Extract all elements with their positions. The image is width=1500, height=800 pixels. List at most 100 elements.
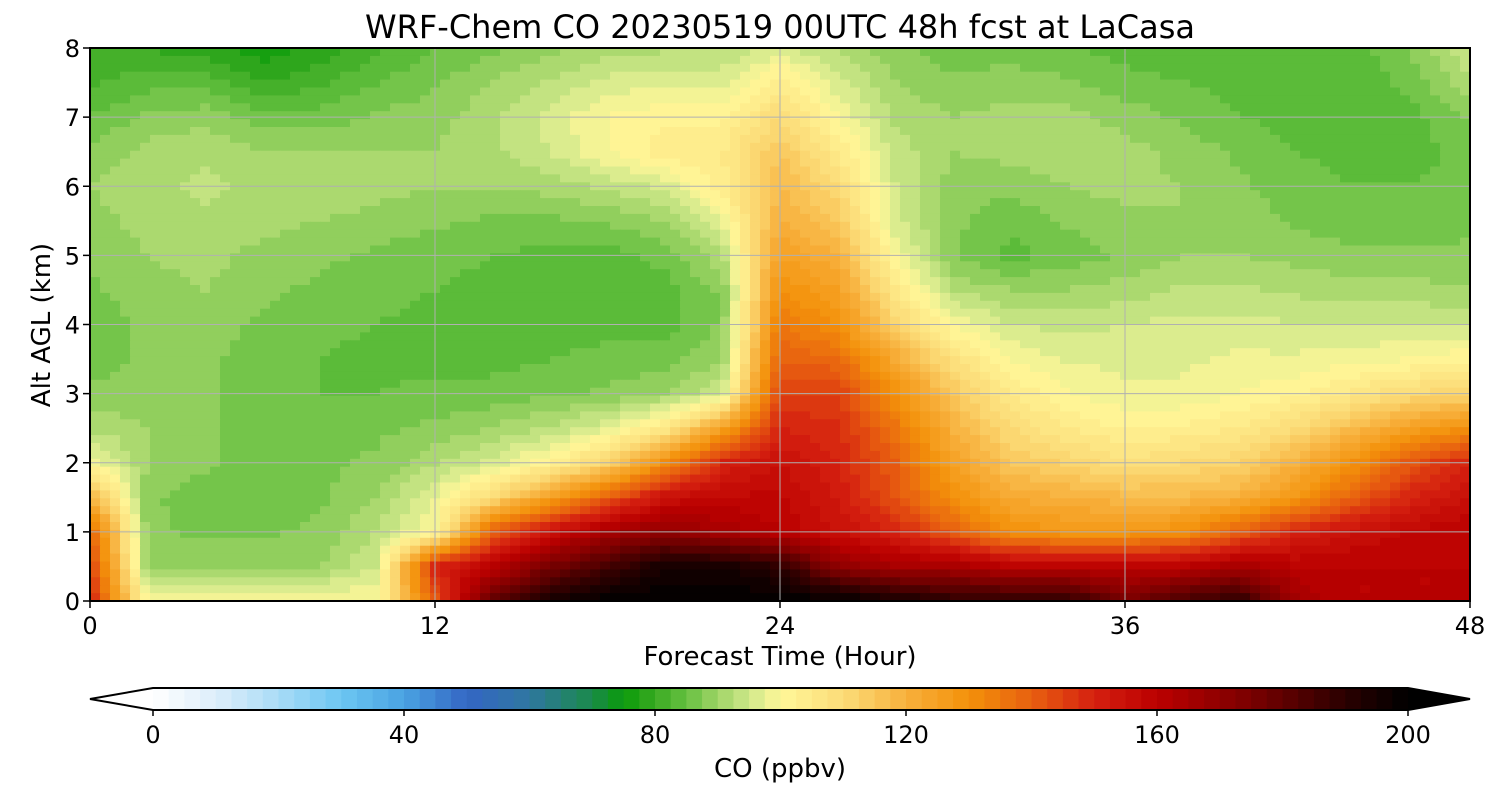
heatmap-cell (1110, 316, 1121, 326)
heatmap-cell (120, 269, 131, 278)
heatmap-cell (1260, 119, 1271, 128)
heatmap-cell (920, 308, 931, 318)
heatmap-cell (1310, 111, 1321, 120)
heatmap-cell (160, 221, 171, 231)
heatmap-cell (580, 127, 591, 136)
heatmap-cell (520, 87, 531, 96)
heatmap-cell (540, 111, 551, 120)
heatmap-cell (1410, 308, 1421, 318)
heatmap-cell (540, 95, 551, 104)
heatmap-cell (320, 213, 331, 223)
heatmap-cell (600, 206, 611, 215)
heatmap-cell (1060, 269, 1071, 278)
heatmap-cell (710, 269, 721, 278)
heatmap-cell (1310, 166, 1321, 175)
heatmap-cell (1440, 324, 1451, 333)
heatmap-cell (180, 245, 191, 254)
heatmap-cell (930, 198, 941, 207)
heatmap-cell (770, 285, 781, 294)
heatmap-cell (1400, 198, 1411, 207)
heatmap-cell (400, 174, 411, 183)
heatmap-cell (150, 292, 161, 302)
heatmap-cell (1190, 95, 1201, 104)
heatmap-cell (840, 324, 851, 333)
heatmap-cell (1430, 316, 1441, 326)
heatmap-cell (640, 48, 651, 57)
heatmap-cell (750, 308, 761, 318)
heatmap-cell (330, 332, 341, 341)
heatmap-cell (1000, 95, 1011, 104)
heatmap-cell (1130, 324, 1141, 333)
heatmap-cell (1080, 308, 1091, 318)
heatmap-cell (850, 174, 861, 183)
heatmap-cell (120, 150, 131, 160)
heatmap-cell (1190, 213, 1201, 223)
heatmap-cell (1330, 95, 1341, 104)
heatmap-cell (690, 190, 701, 199)
heatmap-cell (400, 316, 411, 326)
heatmap-cell (1170, 300, 1181, 310)
heatmap-cell (1330, 229, 1341, 239)
heatmap-cell (1440, 253, 1451, 262)
heatmap-cell (1150, 285, 1161, 294)
heatmap-cell (950, 158, 961, 168)
heatmap-cell (490, 213, 501, 223)
heatmap-cell (850, 48, 861, 57)
heatmap-cell (520, 237, 531, 247)
heatmap-cell (1200, 261, 1211, 270)
heatmap-cell (660, 166, 671, 175)
heatmap-cell (920, 127, 931, 136)
heatmap-cell (260, 221, 271, 231)
heatmap-cell (250, 285, 261, 294)
heatmap-cell (1420, 198, 1431, 207)
heatmap-cell (570, 142, 581, 152)
heatmap-cell (960, 158, 971, 168)
heatmap-cell (1180, 150, 1191, 160)
heatmap-cell (470, 142, 481, 152)
heatmap-cell (1190, 111, 1201, 120)
heatmap-cell (650, 111, 661, 120)
heatmap-cell (1050, 261, 1061, 270)
heatmap-cell (880, 48, 891, 57)
heatmap-cell (670, 48, 681, 57)
heatmap-cell (780, 127, 791, 136)
heatmap-cell (860, 103, 871, 112)
heatmap-cell (940, 308, 951, 318)
heatmap-cell (1360, 221, 1371, 231)
heatmap-cell (150, 324, 161, 333)
heatmap-cell (1240, 103, 1251, 112)
heatmap-cell (1430, 103, 1441, 112)
heatmap-cell (650, 119, 661, 128)
heatmap-cell (770, 111, 781, 120)
heatmap-cell (1220, 245, 1231, 254)
heatmap-cell (200, 253, 211, 262)
heatmap-cell (1190, 79, 1201, 89)
heatmap-cell (1310, 269, 1321, 278)
heatmap-cell (230, 103, 241, 112)
heatmap-cell (1160, 119, 1171, 128)
heatmap-cell (980, 198, 991, 207)
heatmap-cell (1180, 158, 1191, 168)
heatmap-cell (210, 292, 221, 302)
heatmap-cell (770, 213, 781, 223)
heatmap-cell (540, 324, 551, 333)
heatmap-cell (500, 277, 511, 286)
heatmap-cell (1300, 229, 1311, 239)
heatmap-cell (170, 48, 181, 57)
heatmap-cell (890, 213, 901, 223)
heatmap-cell (1040, 198, 1051, 207)
heatmap-cell (830, 206, 841, 215)
heatmap-cell (360, 292, 371, 302)
heatmap-cell (980, 221, 991, 231)
heatmap-cell (420, 261, 431, 270)
heatmap-cell (370, 269, 381, 278)
heatmap-cell (1440, 95, 1451, 104)
heatmap-cell (540, 237, 551, 247)
heatmap-cell (420, 190, 431, 199)
heatmap-cell (1290, 285, 1301, 294)
heatmap-cell (190, 79, 201, 89)
heatmap-cell (1010, 237, 1021, 247)
heatmap-cell (1010, 63, 1021, 73)
heatmap-cell (280, 158, 291, 168)
heatmap-cell (380, 300, 391, 310)
